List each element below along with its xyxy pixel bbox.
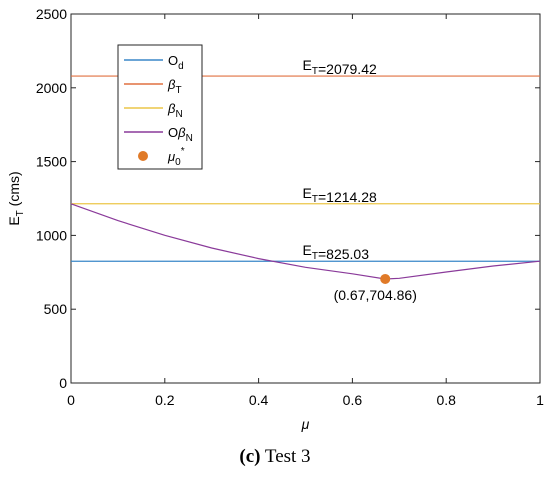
annotation-a_bn: ET=1214.28 [303,185,377,205]
legend-marker-mu [138,151,148,161]
annotation-a_bn-main: E [303,185,312,201]
x-tick-label: 0.6 [343,392,363,408]
figure-caption: (c) Test 3 [0,446,550,468]
legend-label-bt: βT [167,77,182,96]
y-axis-label-main: E [6,216,22,225]
y-tick-label: 2500 [36,6,67,22]
legend-label-obn: OβN [168,125,193,144]
x-tick-label: 0.4 [249,392,269,408]
annotation-a_bt-main: E [303,57,312,73]
x-axis-label: μ [301,416,310,432]
legend-label-sub: N [186,133,193,144]
y-tick-label: 500 [44,301,68,317]
caption-text: Test 3 [260,446,311,467]
legend-label-sup: * [181,146,185,157]
legend-label-main: β [167,101,176,116]
series-point-mu [380,273,391,284]
legend-label-sub: N [175,109,182,120]
legend-label-beta: β [177,125,186,140]
annotation-a_bt: ET=2079.42 [303,57,377,77]
y-tick-label: 2000 [36,80,67,96]
legend-label-main: β [167,77,176,92]
legend-label-bn: βN [167,101,183,120]
caption-label: (c) [239,446,261,467]
legend-label-main: O [168,125,178,140]
series-curve-obn [70,203,541,280]
legend-label-main: O [168,53,178,68]
legend-label-od: Od [168,53,184,72]
x-tick-label: 1 [536,392,544,408]
annotation-a_od-main: E [303,242,312,258]
annotation-a_od-text: =825.03 [318,246,369,262]
annotation-a_bn-text: =1214.28 [318,189,377,205]
legend-label-main: μ [167,149,175,164]
legend-label-mu: μ0* [167,146,185,168]
x-tick-label: 0 [67,392,75,408]
y-axis-label-rest: (cms) [6,171,22,210]
annotation-a_bt-sub: T [312,66,318,77]
legend-box [117,44,203,170]
legend-label-sub: 0 [175,157,181,168]
annotation-a_mu: (0.67,704.86) [334,287,417,303]
legend-label-sub: T [175,85,181,96]
y-tick-label: 1500 [36,154,67,170]
annotation-a_od-sub: T [312,251,318,262]
annotation-a_bt-text: =2079.42 [318,61,377,77]
annotation-a_bn-sub: T [312,194,318,205]
y-tick-label: 0 [59,375,67,391]
annotation-a_od: ET=825.03 [303,242,370,262]
y-tick-label: 1000 [36,227,67,243]
y-axis-label-sub: T [15,210,26,216]
legend-label-sub: d [178,61,184,72]
x-tick-label: 0.2 [155,392,175,408]
x-tick-label: 0.8 [436,392,456,408]
y-axis-label: ET (cms) [6,171,26,225]
